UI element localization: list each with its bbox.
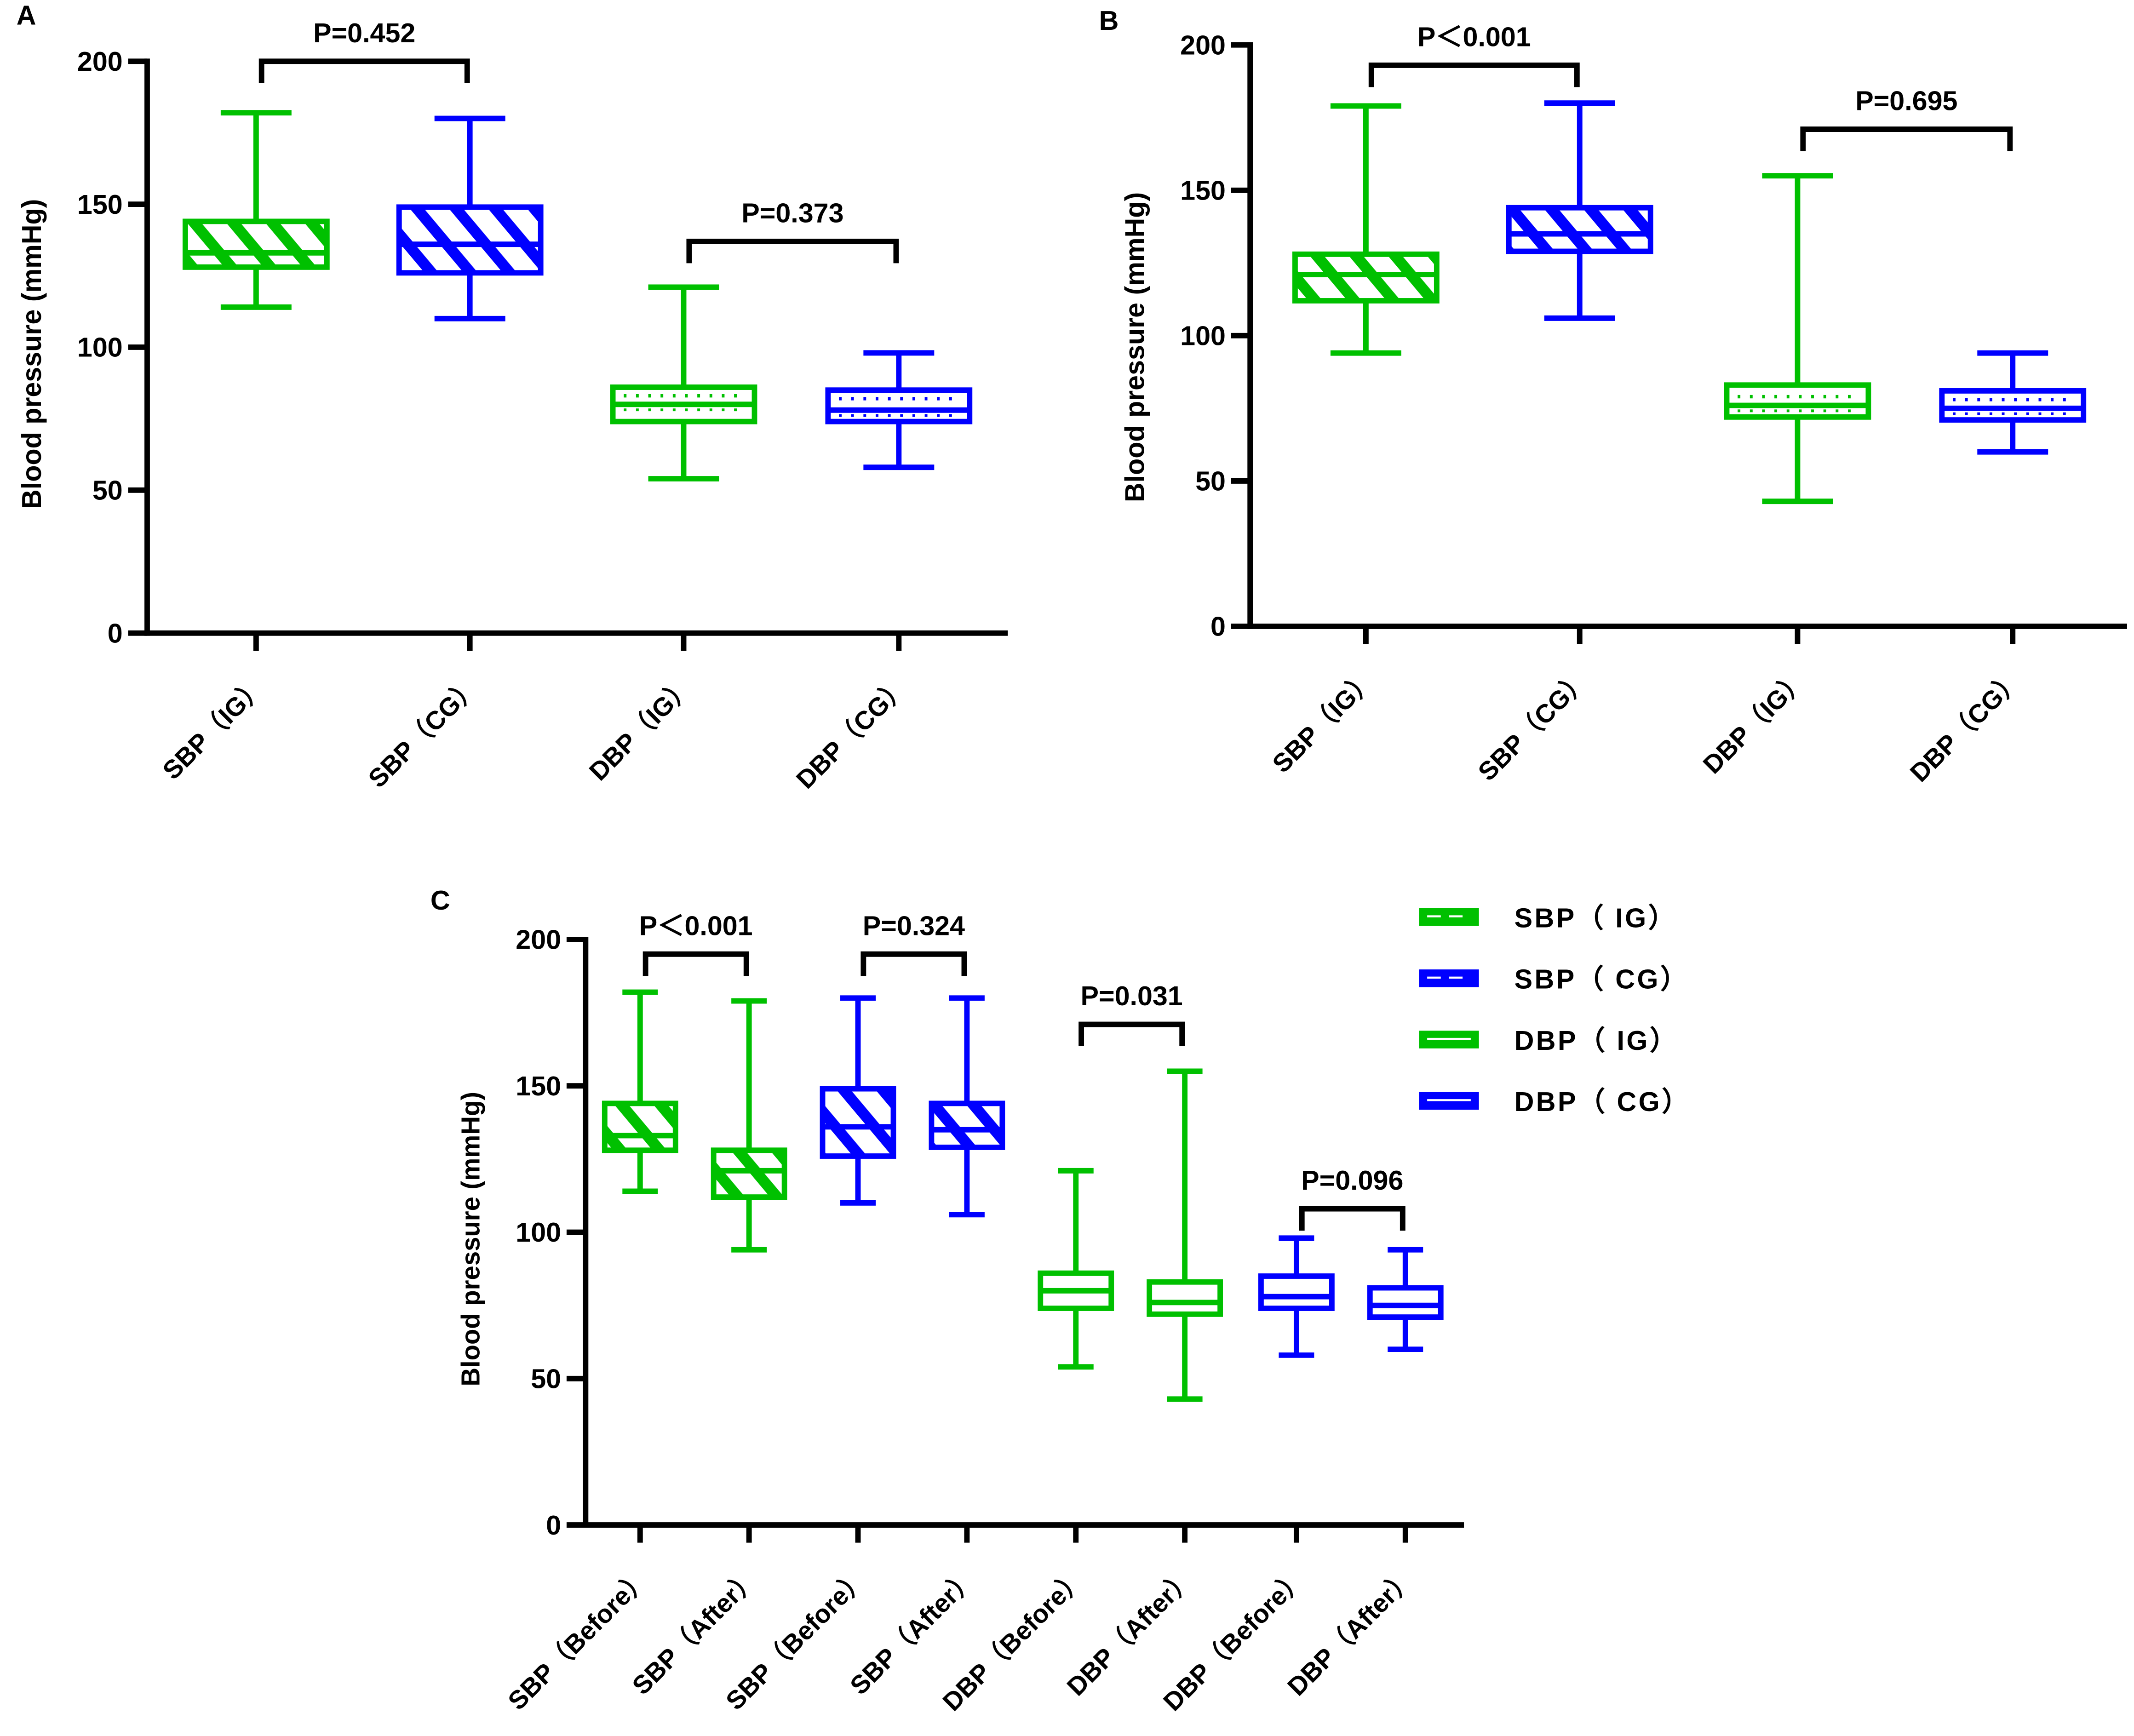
box-iqr	[1939, 388, 2087, 423]
p-value-label: P=0.096	[1301, 1165, 1403, 1196]
y-tick-label: 0	[1210, 611, 1226, 642]
box-iqr	[1147, 1279, 1223, 1317]
box-dbp-ig	[1724, 173, 1871, 504]
y-tick-label: 100	[77, 332, 123, 363]
p-value-label: P=0.695	[1855, 86, 1957, 116]
x-tick-label: SBP（CG）	[362, 671, 485, 793]
significance-bracket	[642, 951, 749, 976]
y-axis-label: Blood pressure (mmHg)	[1119, 192, 1150, 502]
box-dbp-cg	[1939, 350, 2087, 455]
box-sbp-ig	[1292, 103, 1440, 356]
x-tick-label: DBP（CG）	[791, 671, 914, 794]
y-axis-label: Blood pressure (mmHg)	[456, 1092, 485, 1387]
box-iqr	[1367, 1285, 1444, 1320]
y-tick-label: 0	[546, 1510, 561, 1541]
significance-bracket	[258, 58, 470, 83]
x-tick-label: SBP（IG）	[1267, 664, 1381, 778]
y-tick-label: 200	[1180, 29, 1226, 60]
box-iqr	[602, 1100, 678, 1153]
box-dbp-ig	[1038, 1168, 1114, 1370]
box-iqr	[929, 1100, 1005, 1150]
y-tick-label: 50	[92, 475, 123, 506]
x-tick-label: SBP（Before）	[502, 1563, 655, 1715]
significance-bracket	[1800, 126, 2013, 151]
box-dbp-cg	[1258, 1235, 1335, 1358]
x-tick-label: SBP（IG）	[157, 671, 271, 785]
box-iqr	[825, 387, 973, 424]
x-tick-label: SBP（CG）	[1472, 664, 1595, 786]
p-value-label: P=0.031	[1081, 980, 1183, 1011]
box-sbp-cg	[929, 995, 1005, 1218]
box-iqr	[396, 204, 544, 276]
significance-bracket	[860, 951, 967, 976]
y-tick-label: 200	[516, 924, 561, 955]
legend-label: DBP（ CG）	[1514, 1086, 1691, 1117]
p-value-label: P=0.373	[741, 197, 843, 228]
x-tick-label: DBP（IG）	[1698, 664, 1813, 779]
legend-label: SBP（ IG）	[1514, 902, 1678, 933]
box-dbp-ig	[610, 284, 757, 481]
significance-bracket	[1368, 63, 1580, 87]
panel-label: A	[17, 0, 36, 30]
box-dbp-cg	[825, 350, 973, 470]
box-iqr	[1292, 251, 1440, 304]
box-sbp-ig	[602, 989, 678, 1194]
panel-b: B 0 50 100 150 200 Blood pressure (mmHg) SBP（IG…	[1099, 5, 2127, 787]
panel-label: C	[430, 885, 450, 916]
legend-label: DBP（ IG）	[1514, 1025, 1679, 1056]
legend: SBP（ IG） SBP（ CG） DBP（ IG） DBP（ CG）	[1419, 902, 1691, 1117]
box-sbp-cg	[396, 115, 544, 321]
box-sbp-cg	[1506, 100, 1653, 321]
significance-bracket	[1078, 1021, 1185, 1046]
box-sbp-ig	[182, 110, 330, 310]
y-tick-label: 50	[531, 1364, 561, 1394]
box-dbp-cg	[1367, 1247, 1444, 1352]
box-iqr	[711, 1147, 787, 1200]
y-tick-label: 50	[1195, 466, 1226, 497]
panel-c: C 0 50 100 150 200 Blood pressure (mmHg) SBP（Be…	[430, 885, 1691, 1717]
significance-bracket	[1299, 1206, 1405, 1231]
y-tick-label: 100	[1180, 321, 1226, 351]
x-tick-label: DBP（CG）	[1905, 664, 2028, 787]
p-value-label: P＜0.001	[1417, 22, 1531, 52]
box-iqr	[820, 1086, 896, 1159]
p-value-label: P=0.324	[863, 910, 965, 941]
legend-label: SBP（ CG）	[1514, 964, 1690, 995]
p-value-label: P＜0.001	[639, 910, 753, 941]
box-sbp-cg	[820, 995, 896, 1206]
y-tick-label: 150	[77, 189, 123, 220]
panel-label: B	[1099, 5, 1119, 36]
significance-bracket	[686, 239, 899, 264]
y-tick-label: 150	[1180, 175, 1226, 206]
y-tick-label: 150	[516, 1071, 561, 1101]
p-value-label: P=0.452	[313, 17, 415, 48]
box-iqr	[1258, 1273, 1335, 1311]
box-dbp-ig	[1147, 1068, 1223, 1402]
y-tick-label: 100	[516, 1217, 561, 1248]
y-axis-label: Blood pressure (mmHg)	[16, 199, 47, 509]
y-tick-label: 0	[108, 618, 123, 648]
box-iqr	[1724, 382, 1871, 420]
panel-a: A 0 50 100 150 200 Blood pressure (mmHg) SBP（IG…	[16, 0, 1008, 794]
y-tick-label: 200	[77, 46, 123, 77]
box-sbp-ig	[711, 998, 787, 1253]
box-iqr	[182, 218, 330, 270]
box-iqr	[1506, 205, 1653, 254]
x-tick-label: DBP（IG）	[584, 671, 699, 786]
